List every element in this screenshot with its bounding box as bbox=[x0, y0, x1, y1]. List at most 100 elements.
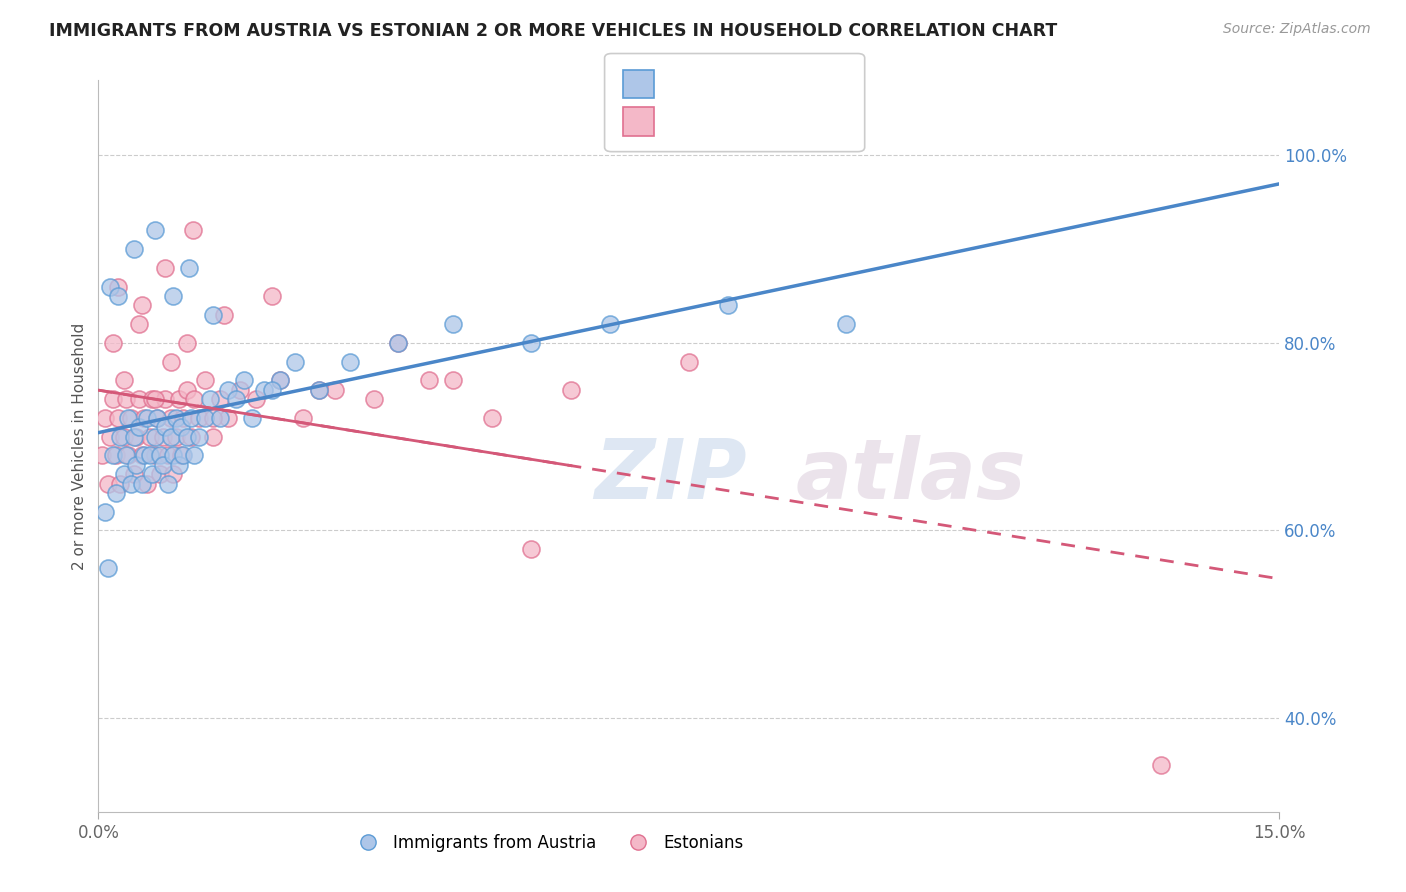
Point bbox=[481, 410, 503, 425]
Point bbox=[141, 392, 163, 406]
Point bbox=[146, 410, 169, 425]
Point bbox=[167, 458, 190, 472]
Point bbox=[520, 542, 543, 557]
Point bbox=[363, 392, 385, 406]
Point bbox=[162, 449, 184, 463]
Point bbox=[599, 317, 621, 331]
Point bbox=[217, 383, 239, 397]
Point bbox=[181, 223, 204, 237]
Point bbox=[98, 279, 121, 293]
Point bbox=[1150, 757, 1173, 772]
Point bbox=[131, 449, 153, 463]
Text: 68: 68 bbox=[778, 112, 803, 130]
Point bbox=[284, 354, 307, 368]
Point bbox=[183, 392, 205, 406]
Text: R =: R = bbox=[661, 112, 700, 130]
Point bbox=[172, 410, 194, 425]
Point bbox=[128, 317, 150, 331]
Text: ZIP: ZIP bbox=[595, 434, 747, 516]
Point bbox=[387, 335, 409, 350]
Point bbox=[387, 335, 409, 350]
Point bbox=[112, 467, 135, 482]
Point bbox=[122, 242, 145, 256]
Point bbox=[233, 373, 256, 387]
Point bbox=[176, 383, 198, 397]
Point bbox=[107, 279, 129, 293]
Point bbox=[141, 467, 163, 482]
Point bbox=[162, 289, 184, 303]
Point bbox=[162, 467, 184, 482]
Point bbox=[172, 449, 194, 463]
Point bbox=[167, 392, 190, 406]
Point bbox=[122, 429, 145, 443]
Point bbox=[136, 410, 159, 425]
Point bbox=[125, 429, 148, 443]
Point bbox=[253, 383, 276, 397]
Point bbox=[292, 410, 315, 425]
Point bbox=[200, 392, 222, 406]
Point bbox=[188, 429, 211, 443]
Point bbox=[152, 429, 174, 443]
Point bbox=[115, 449, 138, 463]
Point bbox=[176, 429, 198, 443]
Point bbox=[107, 289, 129, 303]
Point bbox=[201, 429, 224, 443]
Point bbox=[260, 289, 283, 303]
Point bbox=[170, 449, 193, 463]
Point bbox=[229, 383, 252, 397]
Y-axis label: 2 or more Vehicles in Household: 2 or more Vehicles in Household bbox=[72, 322, 87, 570]
Point bbox=[156, 449, 179, 463]
Point bbox=[125, 458, 148, 472]
Point bbox=[155, 260, 177, 275]
Point bbox=[217, 410, 239, 425]
Point bbox=[308, 383, 330, 397]
Point bbox=[128, 420, 150, 434]
Point bbox=[269, 373, 291, 387]
Point bbox=[160, 354, 183, 368]
Point bbox=[165, 429, 187, 443]
Legend: Immigrants from Austria, Estonians: Immigrants from Austria, Estonians bbox=[344, 827, 749, 858]
Point bbox=[188, 410, 211, 425]
Point bbox=[717, 298, 740, 312]
Point bbox=[132, 449, 155, 463]
Point bbox=[97, 561, 120, 575]
Point bbox=[418, 373, 440, 387]
Text: 0.285: 0.285 bbox=[693, 75, 751, 93]
Point bbox=[136, 476, 159, 491]
Point bbox=[110, 476, 132, 491]
Point bbox=[180, 410, 202, 425]
Point bbox=[107, 410, 129, 425]
Point bbox=[835, 317, 858, 331]
Point bbox=[165, 410, 187, 425]
Point bbox=[209, 410, 232, 425]
Point bbox=[146, 410, 169, 425]
Point bbox=[339, 354, 361, 368]
Point bbox=[245, 392, 267, 406]
Text: N =: N = bbox=[738, 112, 790, 130]
Point bbox=[560, 383, 582, 397]
Point bbox=[138, 429, 160, 443]
Point bbox=[98, 429, 121, 443]
Point bbox=[112, 373, 135, 387]
Point bbox=[177, 260, 200, 275]
Point bbox=[115, 392, 138, 406]
Text: Source: ZipAtlas.com: Source: ZipAtlas.com bbox=[1223, 22, 1371, 37]
Point bbox=[183, 449, 205, 463]
Point bbox=[176, 335, 198, 350]
Text: 59: 59 bbox=[778, 75, 803, 93]
Point bbox=[240, 410, 263, 425]
Point bbox=[143, 392, 166, 406]
Point bbox=[131, 476, 153, 491]
Point bbox=[101, 335, 124, 350]
Point bbox=[138, 449, 160, 463]
Point bbox=[93, 410, 115, 425]
Point bbox=[678, 354, 700, 368]
Point bbox=[117, 449, 139, 463]
Point bbox=[441, 317, 464, 331]
Point bbox=[110, 429, 132, 443]
Point bbox=[122, 467, 145, 482]
Point bbox=[520, 335, 543, 350]
Point bbox=[214, 308, 236, 322]
Point bbox=[180, 429, 202, 443]
Point bbox=[170, 420, 193, 434]
